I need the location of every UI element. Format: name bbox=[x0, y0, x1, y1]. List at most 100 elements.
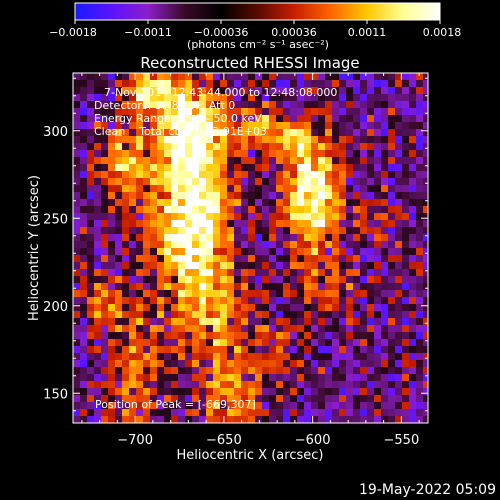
heatmap-cell bbox=[234, 241, 242, 249]
heatmap-cell bbox=[171, 206, 179, 214]
heatmap-cell bbox=[150, 101, 158, 109]
heatmap-cell bbox=[374, 325, 382, 333]
heatmap-cell bbox=[164, 416, 172, 423]
heatmap-cell bbox=[220, 304, 228, 312]
heatmap-cell bbox=[332, 262, 340, 270]
heatmap-cell bbox=[87, 402, 95, 410]
heatmap-cell bbox=[206, 381, 214, 389]
heatmap-cell bbox=[416, 129, 424, 137]
heatmap-cell bbox=[206, 192, 214, 200]
heatmap-cell bbox=[164, 304, 172, 312]
heatmap-cell bbox=[143, 73, 151, 81]
heatmap-cell bbox=[129, 73, 137, 81]
heatmap-cell bbox=[402, 248, 410, 256]
heatmap-cell bbox=[73, 241, 81, 249]
heatmap-cell bbox=[416, 248, 424, 256]
heatmap-cell bbox=[94, 206, 102, 214]
heatmap-cell bbox=[276, 395, 284, 403]
heatmap-cell bbox=[94, 409, 102, 417]
heatmap-cell bbox=[339, 269, 347, 277]
heatmap-cell bbox=[164, 94, 172, 102]
heatmap-cell bbox=[318, 122, 326, 130]
heatmap-cell bbox=[115, 353, 123, 361]
heatmap-cell bbox=[199, 143, 207, 151]
heatmap-cell bbox=[423, 185, 428, 193]
heatmap-cell bbox=[122, 416, 130, 423]
heatmap-cell bbox=[101, 213, 109, 221]
heatmap-cell bbox=[395, 318, 403, 326]
heatmap-cell bbox=[346, 171, 354, 179]
heatmap-cell bbox=[73, 136, 81, 144]
heatmap-cell bbox=[220, 241, 228, 249]
heatmap-cell bbox=[213, 136, 221, 144]
heatmap-cell bbox=[164, 276, 172, 284]
heatmap-cell bbox=[248, 276, 256, 284]
heatmap-cell bbox=[227, 199, 235, 207]
heatmap-cell bbox=[185, 87, 193, 95]
heatmap-cell bbox=[248, 318, 256, 326]
heatmap-cell bbox=[276, 87, 284, 95]
heatmap-cell bbox=[199, 150, 207, 158]
heatmap-cell bbox=[332, 388, 340, 396]
heatmap-cell bbox=[213, 367, 221, 375]
heatmap-cell bbox=[150, 178, 158, 186]
heatmap-cell bbox=[101, 185, 109, 193]
heatmap-cell bbox=[388, 178, 396, 186]
heatmap-cell bbox=[87, 353, 95, 361]
heatmap-cell bbox=[115, 192, 123, 200]
heatmap-cell bbox=[213, 339, 221, 347]
heatmap-cell bbox=[108, 318, 116, 326]
heatmap-cell bbox=[402, 255, 410, 263]
heatmap-cell bbox=[164, 381, 172, 389]
heatmap-cell bbox=[304, 122, 312, 130]
heatmap-cell bbox=[423, 409, 428, 417]
heatmap-cell bbox=[360, 157, 368, 165]
heatmap-cell bbox=[304, 332, 312, 340]
heatmap-cell bbox=[395, 143, 403, 151]
heatmap-cell bbox=[136, 136, 144, 144]
heatmap-cell bbox=[283, 185, 291, 193]
heatmap-cell bbox=[136, 227, 144, 235]
heatmap-cell bbox=[73, 381, 81, 389]
heatmap-cell bbox=[311, 220, 319, 228]
heatmap-cell bbox=[248, 255, 256, 263]
heatmap-cell bbox=[311, 381, 319, 389]
heatmap-cells bbox=[73, 73, 428, 423]
heatmap-cell bbox=[416, 311, 424, 319]
heatmap-cell bbox=[374, 108, 382, 116]
heatmap-cell bbox=[199, 318, 207, 326]
heatmap-cell bbox=[171, 150, 179, 158]
heatmap-cell bbox=[80, 227, 88, 235]
heatmap-cell bbox=[115, 199, 123, 207]
heatmap-cell bbox=[318, 353, 326, 361]
heatmap-cell bbox=[164, 262, 172, 270]
heatmap-cell bbox=[178, 192, 186, 200]
heatmap-cell bbox=[136, 143, 144, 151]
heatmap-cell bbox=[143, 80, 151, 88]
heatmap-cell bbox=[101, 248, 109, 256]
heatmap-cell bbox=[304, 374, 312, 382]
heatmap-cell bbox=[388, 318, 396, 326]
heatmap-cell bbox=[108, 241, 116, 249]
x-axis-label: Heliocentric X (arcsec) bbox=[177, 448, 324, 463]
heatmap-cell bbox=[304, 269, 312, 277]
heatmap-cell bbox=[297, 227, 305, 235]
heatmap-cell bbox=[367, 269, 375, 277]
heatmap-cell bbox=[381, 220, 389, 228]
heatmap-cell bbox=[122, 262, 130, 270]
heatmap-cell bbox=[248, 332, 256, 340]
heatmap-cell bbox=[178, 381, 186, 389]
heatmap-cell bbox=[388, 297, 396, 305]
heatmap-cell bbox=[423, 129, 428, 137]
heatmap-cell bbox=[171, 367, 179, 375]
heatmap-cell bbox=[178, 248, 186, 256]
heatmap-cell bbox=[101, 171, 109, 179]
heatmap-cell bbox=[269, 206, 277, 214]
heatmap-cell bbox=[346, 395, 354, 403]
heatmap-cell bbox=[143, 171, 151, 179]
heatmap-cell bbox=[269, 388, 277, 396]
heatmap-cell bbox=[164, 318, 172, 326]
heatmap-cell bbox=[73, 101, 81, 109]
heatmap-cell bbox=[262, 283, 270, 291]
heatmap-cell bbox=[262, 353, 270, 361]
